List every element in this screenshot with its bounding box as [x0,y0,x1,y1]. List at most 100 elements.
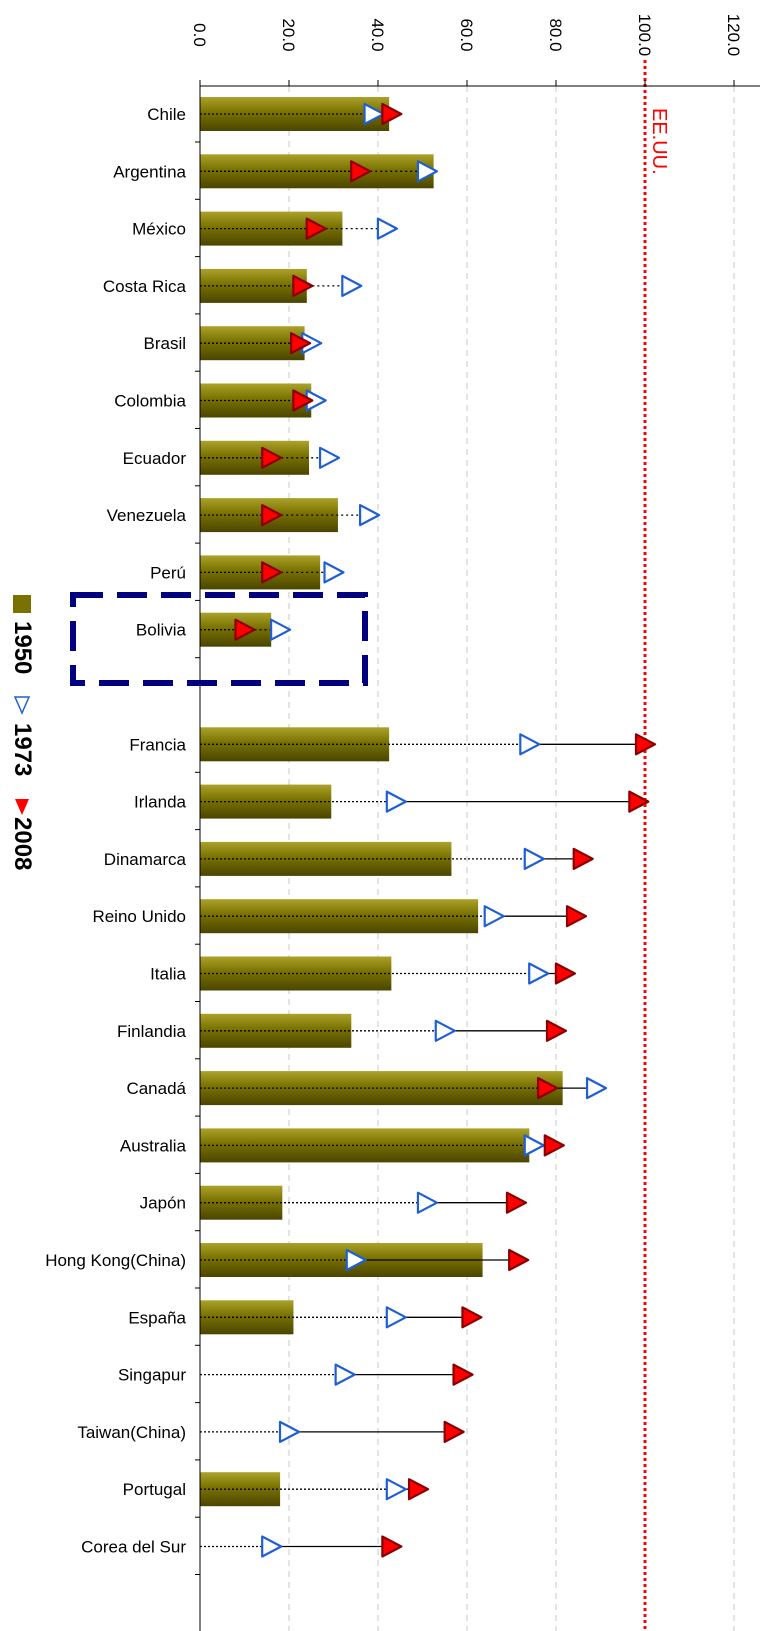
marker-2008-canada [536,1076,559,1100]
marker-1973-japon [416,1191,439,1214]
bolivia-highlight-box [70,592,368,686]
marker-2008-ecuador [261,446,283,469]
marker-1973-canada [585,1076,608,1100]
value-axis-ticks: 0.0 20.0 40.0 60.0 80.0 100.0 120.0 [190,14,743,86]
tick-label-20-0: 20.0 [279,18,298,51]
category-label-colombia: Colombia [114,392,186,411]
series-1950-bars [200,97,563,1507]
tick-label-100-0: 100.0 [635,14,654,57]
marker-1973-finlandia [434,1019,456,1042]
category-label-peru: Perú [150,563,186,582]
marker-1973-portugal [385,1478,407,1501]
marker-1973-taiwan-china [278,1420,301,1444]
tick-label-40-0: 40.0 [368,18,387,51]
marker-2008-australia [543,1134,565,1157]
marker-1973-singapur [334,1363,356,1386]
bar-1950-reino-unido [200,899,479,934]
legend-marker-1973 [13,696,31,715]
category-label-japon: Japón [140,1194,186,1213]
marker-1973-reino-unido [483,905,505,928]
bar-1950-espana [200,1300,294,1335]
tick-label-0-0: 0.0 [190,23,209,47]
marker-2008-brasil [290,332,312,355]
marker-2008-portugal [407,1478,430,1501]
category-label-francia: Francia [129,735,186,754]
legend: 1950 1973 2008 [9,595,36,870]
marker-2008-dinamarca [572,847,594,871]
bar-1950-italia [200,956,392,991]
category-label-portugal: Portugal [123,1480,186,1499]
category-label-argentina: Argentina [113,162,186,181]
category-label-italia: Italia [150,965,186,984]
marker-2008-hong-kong-china [508,1248,530,1272]
tick-label-60-0: 60.0 [457,18,476,51]
category-label-brasil: Brasil [143,334,186,353]
category-label-espana: España [128,1308,186,1327]
marker-1973-mexico [376,217,398,240]
category-label-bolivia: Bolivia [136,621,187,640]
category-label-finlandia: Finlandia [117,1022,187,1041]
marker-1973-francia [519,733,541,756]
marker-2008-japon [505,1191,528,1214]
marker-2008-peru [261,561,283,584]
category-label-dinamarca: Dinamarca [104,850,187,869]
marker-2008-chile [381,102,403,126]
category-label-australia: Australia [120,1136,187,1155]
marker-2008-irlanda [628,790,650,813]
marker-1973-italia [528,962,550,985]
marker-1973-venezuela [359,504,381,527]
category-label-corea-del-sur: Corea del Sur [81,1538,186,1557]
marker-2008-bolivia [234,618,256,641]
legend-group: 1950 1973 2008 [9,595,36,870]
category-label-mexico: México [132,220,186,239]
marker-2008-mexico [305,217,327,240]
marker-2008-espana [461,1306,483,1329]
marker-1973-bolivia [270,618,292,641]
marker-1973-corea-del-sur [261,1535,283,1558]
markers [234,102,657,1558]
legend-marker-2008 [15,799,29,815]
legend-label-1973: 1973 [9,723,36,776]
marker-2008-singapur [452,1363,474,1386]
category-label-venezuela: Venezuela [107,506,187,525]
tick-label-120-0: 120.0 [724,14,743,57]
marker-1973-costa-rica [341,274,363,297]
marker-1973-peru [323,561,345,584]
reference-line-label: EE.UU. [648,108,670,175]
legend-swatch-1950 [13,595,31,613]
gridlines [288,86,735,1631]
marker-1973-irlanda [385,790,407,813]
marker-2008-corea-del-sur [381,1535,403,1558]
category-label-canada: Canadá [126,1079,186,1098]
marker-2008-colombia [292,389,314,412]
marker-2008-finlandia [545,1019,568,1042]
marker-1973-ecuador [318,446,341,469]
marker-2008-argentina [350,160,372,183]
marker-2008-taiwan-china [443,1420,465,1444]
marker-2008-italia [554,962,577,985]
category-label-hong-kong-china: Hong Kong(China) [45,1251,186,1270]
marker-1973-argentina [416,160,439,183]
marker-1973-hong-kong-china [345,1248,367,1272]
marker-2008-venezuela [261,504,283,527]
category-label-taiwan-china: Taiwan(China) [77,1423,186,1442]
category-label-chile: Chile [147,105,186,124]
marker-2008-reino-unido [565,905,588,928]
category-label-ecuador: Ecuador [123,449,187,468]
marker-1973-chile [363,102,385,126]
category-label-singapur: Singapur [118,1366,186,1385]
category-label-reino-unido: Reino Unido [92,907,186,926]
connector-lines [200,113,645,1548]
category-label-irlanda: Irlanda [134,793,187,812]
marker-1973-australia [523,1134,545,1157]
category-label-costa-rica: Costa Rica [103,277,187,296]
bar-1950-ecuador [200,440,310,475]
marker-2008-francia [634,733,657,756]
legend-label-1950: 1950 [9,621,36,674]
tick-label-80-0: 80.0 [546,18,565,51]
marker-1973-espana [385,1306,407,1329]
category-labels: Chile Argentina México Costa Rica Brasil Colo… [45,105,200,1575]
marker-2008-costa-rica [292,274,314,297]
marker-1973-dinamarca [523,847,545,871]
